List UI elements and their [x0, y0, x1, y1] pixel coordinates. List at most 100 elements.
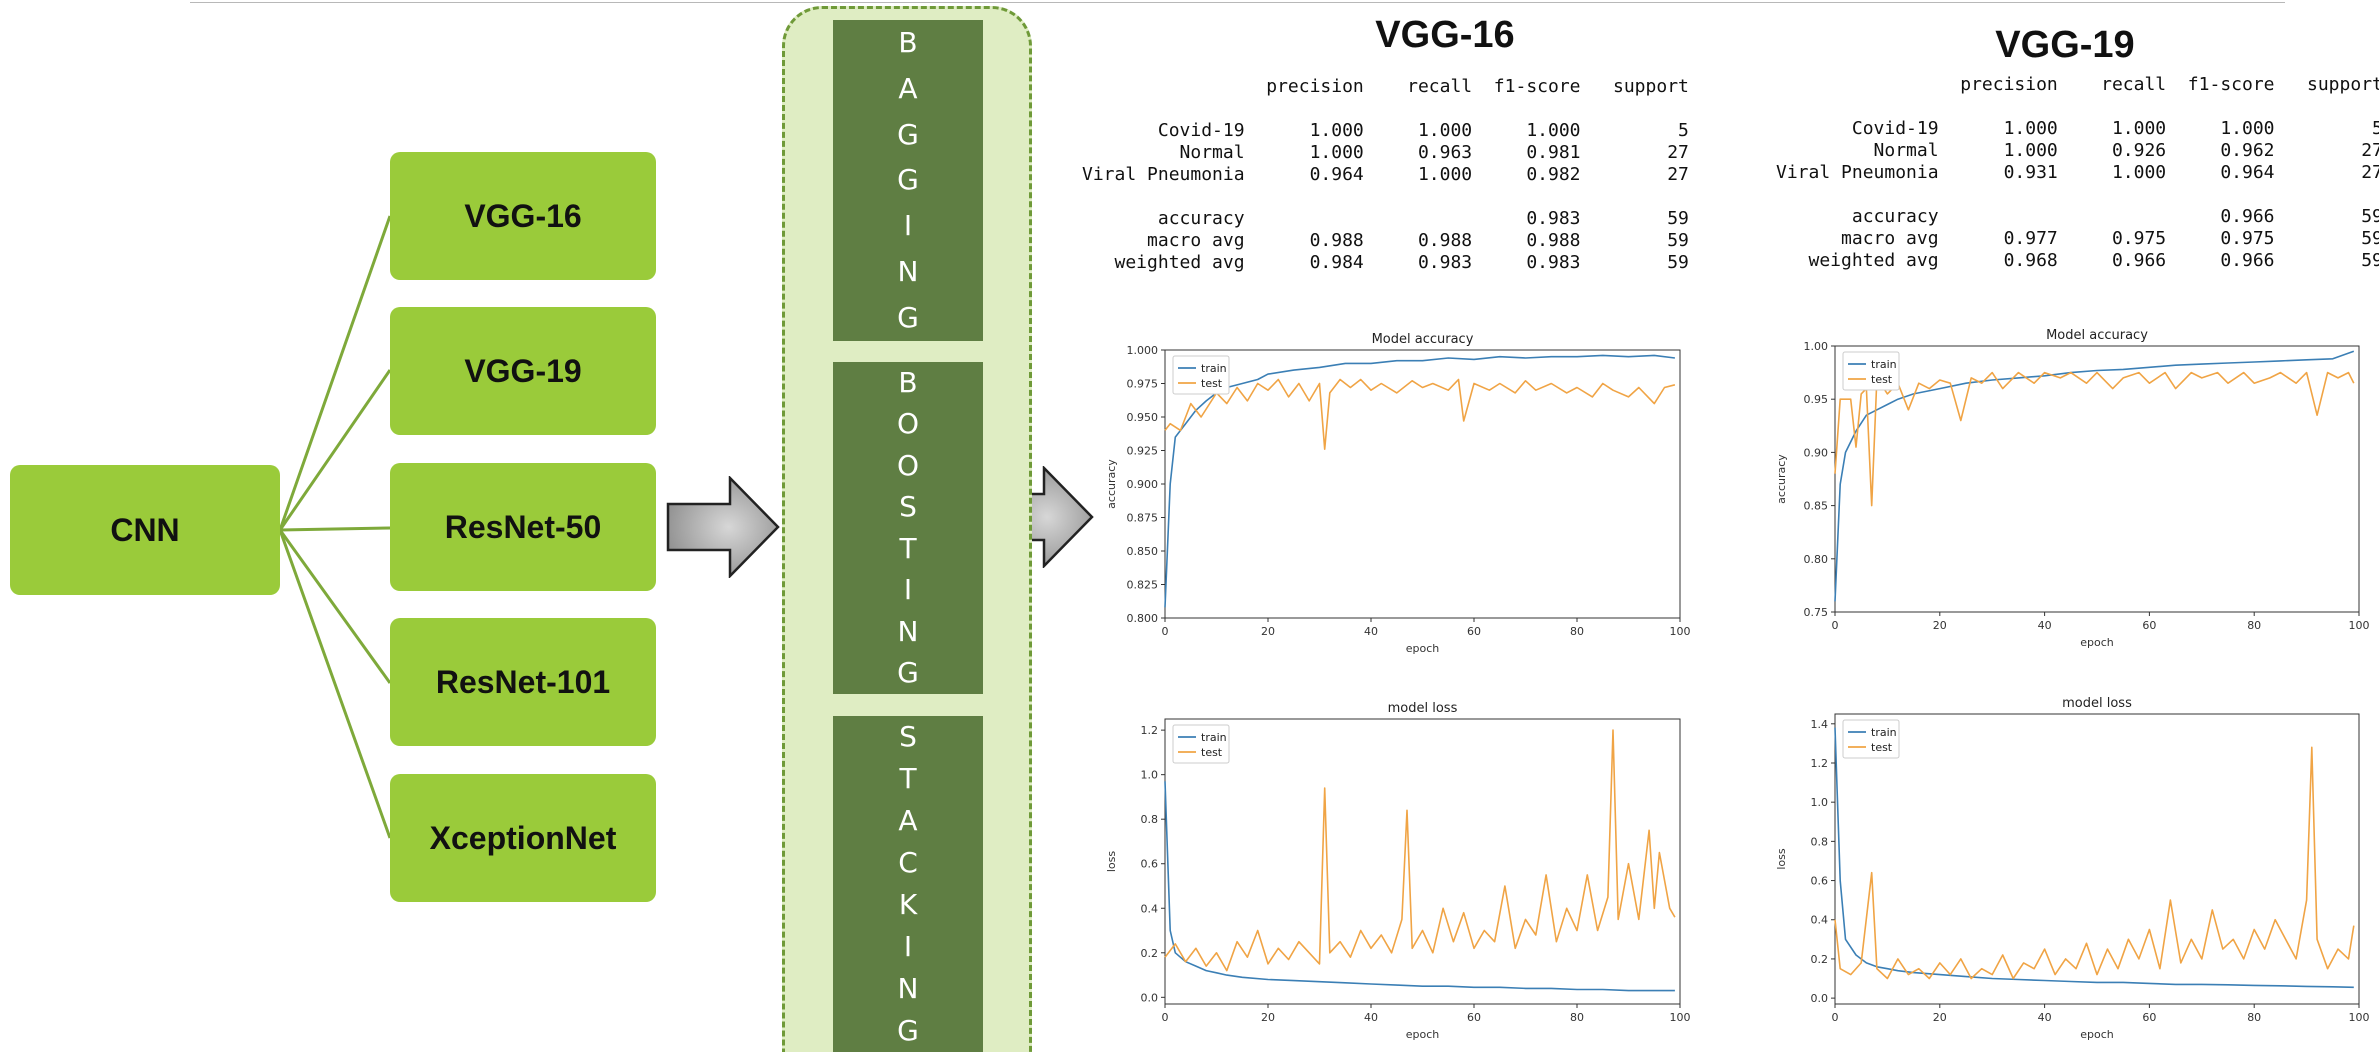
- x-tick-label: 100: [2349, 1011, 2370, 1024]
- x-tick-label: 60: [2142, 619, 2156, 632]
- legend-box: [1842, 351, 1900, 391]
- y-tick-label: 1.0: [1811, 796, 1829, 809]
- classification-report-vgg19: precision recall f1-score support Covid-…: [1776, 74, 2379, 271]
- method-letter: I: [903, 209, 913, 243]
- x-tick-label: 80: [1570, 625, 1584, 638]
- chart-loss-vgg16: model loss 0 20 40 60 80 100 0.0 0.2 0.4 0.6 0.8 1.0…: [1105, 701, 1691, 1041]
- chart-title: Model accuracy: [1372, 332, 1474, 347]
- method-letter: I: [903, 930, 913, 963]
- model-label: ResNet-101: [435, 663, 611, 700]
- method-letter: G: [897, 300, 919, 334]
- y-tick-label: 1.2: [1141, 724, 1159, 737]
- method-letter: N: [897, 255, 919, 289]
- top-rule: [190, 2, 2285, 3]
- y-tick-label: 0.8: [1811, 835, 1829, 848]
- series-line-train: [1164, 781, 1675, 992]
- legend-label: train: [1871, 358, 1897, 371]
- x-tick-label: 20: [1933, 619, 1947, 632]
- x-tick-label: 0: [1162, 1011, 1169, 1024]
- result-title-vgg19: VGG-19: [1995, 24, 2135, 66]
- x-axis-label: epoch: [2080, 636, 2114, 649]
- method-letter: B: [898, 25, 918, 59]
- y-tick-label: 0.4: [1811, 914, 1829, 927]
- method-letter: S: [899, 490, 917, 524]
- y-tick-label: 0.925: [1127, 445, 1159, 458]
- y-tick-label: 0.6: [1811, 875, 1829, 888]
- x-tick-label: 60: [1467, 1011, 1481, 1024]
- method-letter: G: [897, 117, 919, 151]
- y-axis-label: loss: [1105, 851, 1118, 873]
- series-line-train: [1164, 354, 1676, 608]
- model-node-xceptionnet: XceptionNet: [390, 774, 656, 902]
- legend-label: train: [1201, 731, 1227, 744]
- x-tick-label: 100: [2349, 619, 2370, 632]
- method-letter: O: [896, 448, 920, 482]
- x-axis-label: epoch: [2080, 1028, 2114, 1041]
- x-tick-label: 0: [1162, 625, 1169, 638]
- legend-label: test: [1871, 373, 1893, 386]
- arrow-right-icon: [666, 476, 780, 578]
- chart-title: Model accuracy: [2046, 328, 2148, 343]
- method-letter: C: [898, 846, 918, 879]
- series-line-test: [1834, 746, 2355, 980]
- method-letter: T: [899, 762, 917, 795]
- y-tick-label: 0.0: [1141, 991, 1159, 1004]
- method-letter: K: [898, 888, 918, 921]
- series-line-test: [1834, 371, 2355, 507]
- x-tick-label: 40: [1364, 1011, 1378, 1024]
- x-tick-label: 40: [2038, 619, 2052, 632]
- model-node-resnet50: ResNet-50: [390, 463, 656, 591]
- y-tick-label: 0.2: [1811, 953, 1829, 966]
- x-tick-label: 0: [1832, 1011, 1839, 1024]
- y-tick-label: 0.0: [1811, 992, 1829, 1005]
- y-tick-label: 0.75: [1804, 606, 1829, 619]
- y-tick-label: 0.950: [1127, 411, 1159, 424]
- y-tick-label: 0.850: [1127, 545, 1159, 558]
- y-tick-label: 1.2: [1811, 757, 1829, 770]
- method-letter: I: [903, 573, 913, 607]
- y-tick-label: 1.000: [1127, 344, 1159, 357]
- y-tick-label: 0.2: [1141, 947, 1159, 960]
- x-tick-label: 80: [2247, 1011, 2261, 1024]
- legend-label: train: [1201, 362, 1227, 375]
- x-axis-label: epoch: [1406, 1028, 1440, 1041]
- method-letter: T: [899, 531, 917, 565]
- model-node-resnet101: ResNet-101: [390, 618, 656, 746]
- method-letter: A: [898, 71, 918, 105]
- x-tick-label: 100: [1670, 625, 1691, 638]
- y-tick-label: 0.975: [1127, 378, 1159, 391]
- y-tick-label: 0.80: [1804, 553, 1829, 566]
- plot-frame: [1164, 718, 1681, 1005]
- method-letter: O: [896, 407, 920, 441]
- plot-frame: [1834, 345, 2360, 613]
- method-letter: G: [897, 163, 919, 197]
- y-tick-label: 0.4: [1141, 902, 1159, 915]
- cnn-node: CNN: [10, 465, 280, 595]
- y-axis-label: accuracy: [1105, 459, 1118, 509]
- x-axis-label: epoch: [1406, 642, 1440, 655]
- model-node-vgg19: VGG-19: [390, 307, 656, 435]
- legend-label: test: [1201, 377, 1223, 390]
- series-line-train: [1834, 727, 2354, 989]
- x-tick-label: 100: [1670, 1011, 1691, 1024]
- cnn-label: CNN: [110, 511, 180, 548]
- series-line-test: [1164, 729, 1676, 972]
- y-tick-label: 0.875: [1127, 512, 1159, 525]
- x-tick-label: 60: [2142, 1011, 2156, 1024]
- result-title-vgg16: VGG-16: [1375, 14, 1515, 56]
- y-axis-label: loss: [1775, 848, 1788, 870]
- method-letter: B: [898, 365, 918, 399]
- chart-loss-vgg19: model loss 0 20 40 60 80 100 0.0 0.2 0.4 0.6 0.8 1.0…: [1775, 696, 2370, 1041]
- method-letter: N: [897, 614, 919, 648]
- legend-label: train: [1871, 726, 1897, 739]
- y-tick-label: 0.825: [1127, 579, 1159, 592]
- x-tick-label: 60: [1467, 625, 1481, 638]
- y-tick-label: 0.800: [1127, 612, 1159, 625]
- method-letter: G: [897, 1014, 919, 1047]
- chart-title: model loss: [2062, 696, 2132, 711]
- legend-label: test: [1871, 741, 1893, 754]
- chart-title: model loss: [1388, 701, 1458, 716]
